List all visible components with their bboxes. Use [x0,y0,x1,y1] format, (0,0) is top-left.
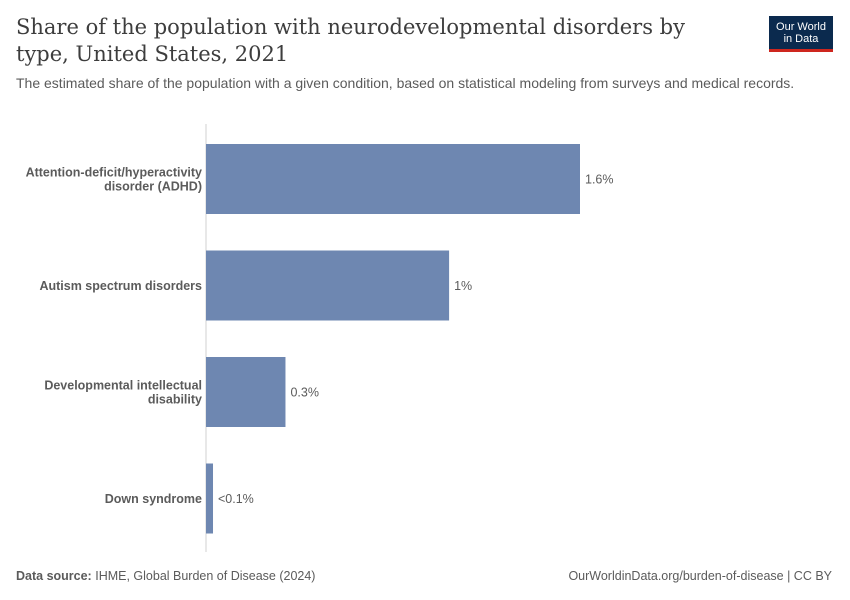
data-source: Data source: IHME, Global Burden of Dise… [16,569,315,583]
category-label-2: Developmental intellectual disability [44,379,202,407]
logo-line-2: in Data [783,32,819,45]
data-label-0: 1.6% [585,173,614,187]
chart-title: Share of the population with neurodevelo… [16,15,685,66]
attribution-link[interactable]: OurWorldinData.org/burden-of-disease | C… [568,569,832,583]
bar-0[interactable] [206,144,580,214]
bar-1[interactable] [206,250,450,321]
data-source-text[interactable]: IHME, Global Burden of Disease (2024) [95,569,316,583]
chart-subtitle: The estimated share of the population wi… [16,75,795,91]
data-label-2: 0.3% [290,386,319,400]
owid-logo[interactable]: Our World in Data [769,16,833,52]
logo-line-1: Our World [776,20,826,33]
category-label-3: Down syndrome [105,492,202,506]
data-label-1: 1% [454,279,472,293]
category-label-1: Autism spectrum disorders [39,279,202,293]
data-source-label: Data source: [16,569,92,583]
bar-2[interactable] [206,357,286,427]
category-label-0: Attention-deficit/hyperactivity disorder … [26,166,202,194]
bar-3[interactable] [206,463,214,534]
data-label-3: <0.1% [218,492,254,506]
